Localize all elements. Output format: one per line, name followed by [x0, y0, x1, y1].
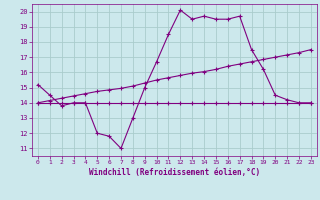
X-axis label: Windchill (Refroidissement éolien,°C): Windchill (Refroidissement éolien,°C) — [89, 168, 260, 177]
